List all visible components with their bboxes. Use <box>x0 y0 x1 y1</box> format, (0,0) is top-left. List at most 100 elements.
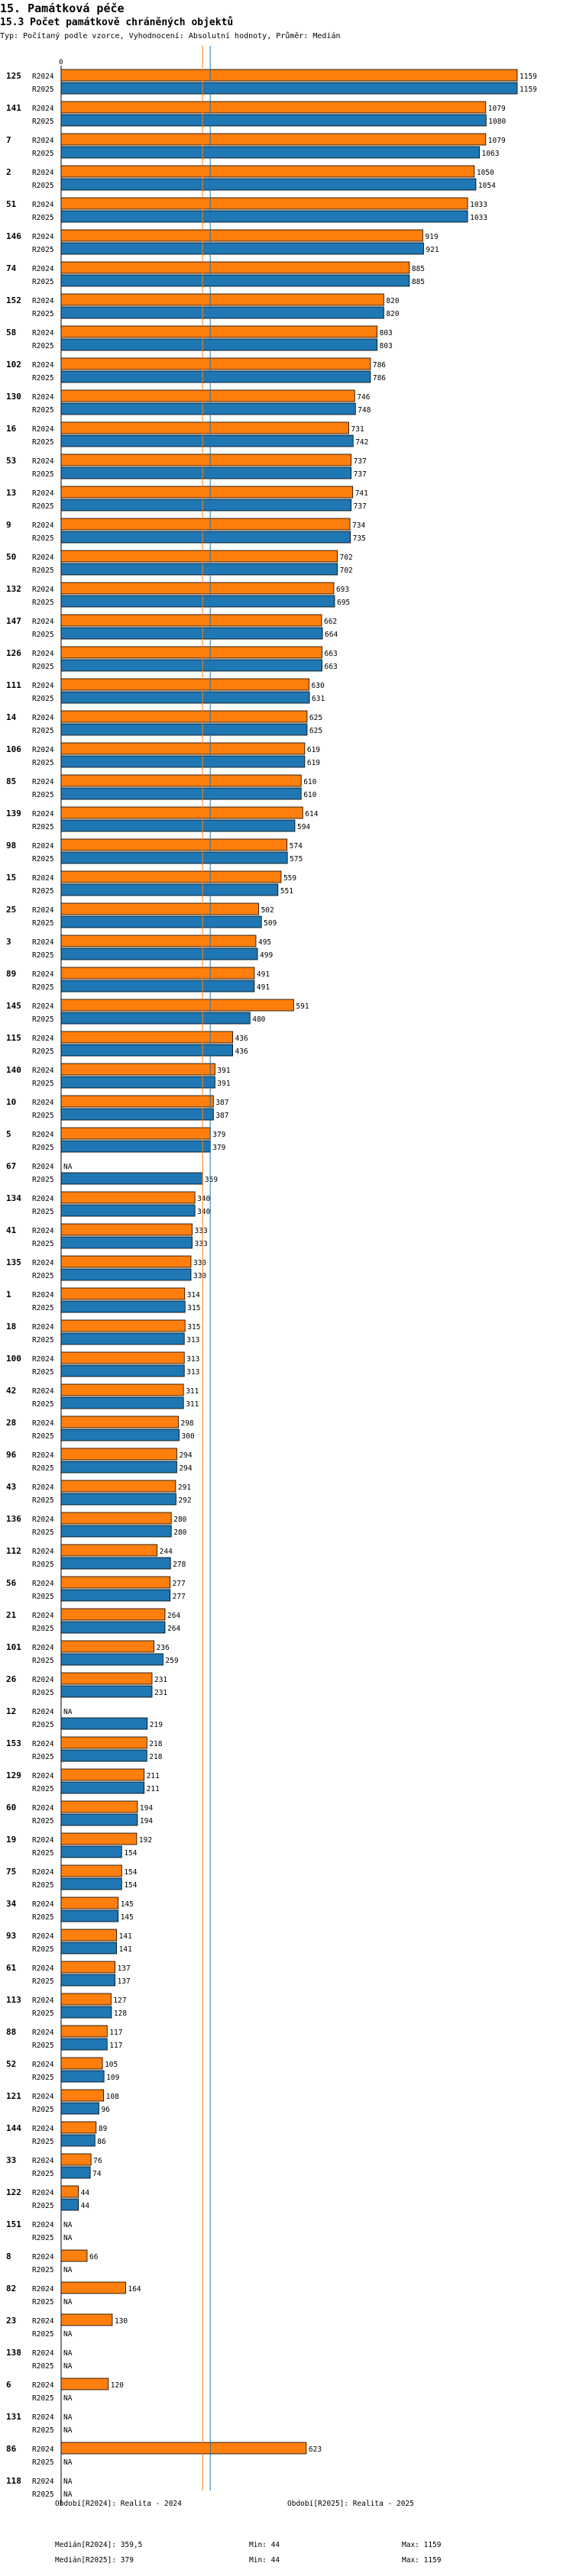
value-label: 128 <box>114 2009 127 2018</box>
category-label: 145 <box>6 1001 21 1011</box>
value-label: 264 <box>167 1625 180 1633</box>
series-label: R2025 <box>32 406 54 415</box>
series-label: R2025 <box>32 86 54 94</box>
series-label: R2025 <box>32 1561 54 1569</box>
series-label: R2025 <box>32 1208 54 1216</box>
value-label: 1079 <box>488 137 506 145</box>
bar-r2024 <box>60 1768 145 1781</box>
series-label: R2025 <box>32 1015 54 1024</box>
series-label: R2025 <box>32 2009 54 2018</box>
category-label: 6 <box>6 2380 11 2390</box>
series-label: R2024 <box>32 1451 54 1460</box>
value-label: 693 <box>336 586 349 594</box>
value-label: 154 <box>124 1881 137 1890</box>
category-label: 8 <box>6 2252 11 2261</box>
series-label: R2025 <box>32 1368 54 1377</box>
value-label: 294 <box>179 1464 192 1473</box>
value-label: 594 <box>297 823 310 831</box>
category-label: 52 <box>6 2059 16 2069</box>
bar-r2024 <box>60 2025 108 2038</box>
bar-r2025 <box>60 274 410 287</box>
bar-r2025 <box>60 851 288 864</box>
series-label: R2025 <box>32 2458 54 2467</box>
series-label: R2024 <box>32 586 54 594</box>
median-r2024: Medián[R2024]: 359,5 <box>55 2541 143 2549</box>
value-label: 734 <box>352 521 365 530</box>
value-label: 313 <box>186 1336 199 1344</box>
value-label: 219 <box>150 1721 163 1729</box>
bar-r2024 <box>60 999 294 1012</box>
value-label: 610 <box>303 791 316 799</box>
value-label: 737 <box>354 457 367 466</box>
bar-r2024 <box>60 165 475 178</box>
series-label: R2025 <box>32 727 54 735</box>
category-label: 147 <box>6 616 21 626</box>
value-label: 141 <box>119 1932 132 1941</box>
series-label: R2025 <box>32 1304 54 1312</box>
series-label: R2024 <box>32 1548 54 1556</box>
category-label: 101 <box>6 1642 21 1652</box>
bar-r2025 <box>60 1332 185 1345</box>
bar-r2025 <box>60 1589 171 1602</box>
series-label: R2025 <box>32 374 54 383</box>
value-label: 333 <box>195 1227 208 1235</box>
bar-r2025 <box>60 1300 186 1313</box>
bar-r2025 <box>60 1044 233 1057</box>
bar-r2025 <box>60 1781 145 1794</box>
category-label: 118 <box>6 2476 21 2486</box>
value-label: 86 <box>97 2138 106 2146</box>
bar-r2025 <box>60 915 262 928</box>
category-label: 16 <box>6 424 17 434</box>
value-label: 117 <box>109 2042 122 2050</box>
bar-r2024 <box>60 2185 79 2198</box>
missing-value-label: NA <box>63 1708 73 1716</box>
bar-r2024 <box>60 1512 172 1525</box>
series-label: R2024 <box>32 1932 54 1941</box>
category-label: 96 <box>6 1450 17 1460</box>
bar-r2025 <box>60 1877 122 1890</box>
category-label: 1 <box>6 1290 11 1299</box>
series-label: R2024 <box>32 842 54 851</box>
value-label: 141 <box>119 1945 132 1954</box>
missing-value-label: NA <box>63 2221 73 2229</box>
value-label: 120 <box>111 2381 124 2390</box>
series-label: R2025 <box>32 150 54 158</box>
value-label: 211 <box>147 1785 160 1793</box>
bar-r2024 <box>60 1993 112 2006</box>
bar-r2024 <box>60 2313 113 2326</box>
value-label: 218 <box>149 1753 162 1761</box>
category-label: 93 <box>6 1931 16 1941</box>
bar-r2024 <box>60 1576 171 1589</box>
category-label: 18 <box>6 1322 16 1332</box>
value-label: 1159 <box>520 86 537 94</box>
bar-r2024 <box>60 1223 193 1236</box>
bar-r2024 <box>60 1127 211 1140</box>
series-label: R2024 <box>32 682 54 690</box>
series-label: R2025 <box>32 1240 54 1248</box>
series-label: R2025 <box>32 2394 54 2403</box>
series-label: R2024 <box>32 746 54 754</box>
missing-value-label: NA <box>63 2362 73 2371</box>
value-label: 76 <box>93 2157 102 2165</box>
category-label: 115 <box>6 1033 21 1043</box>
bar-r2024 <box>60 1608 166 1621</box>
series-label: R2024 <box>32 1163 54 1171</box>
bar-r2025 <box>60 2198 79 2211</box>
series-label: R2024 <box>32 1483 54 1492</box>
bar-r2024 <box>60 101 487 114</box>
series-label: R2024 <box>32 778 54 786</box>
value-label: 662 <box>324 618 337 626</box>
bar-r2025 <box>60 306 384 319</box>
series-label: R2025 <box>32 1593 54 1601</box>
min-r2024: Min: 44 <box>249 2541 280 2549</box>
series-label: R2024 <box>32 2221 54 2229</box>
value-label: 820 <box>386 310 399 318</box>
bar-r2025 <box>60 883 279 896</box>
bar-r2025 <box>60 2006 112 2019</box>
category-label: 58 <box>6 328 16 337</box>
value-label: 387 <box>215 1099 228 1107</box>
bar-r2025 <box>60 1653 163 1666</box>
category-label: 82 <box>6 2284 16 2294</box>
category-label: 28 <box>6 1418 16 1428</box>
series-label: R2024 <box>32 201 54 209</box>
